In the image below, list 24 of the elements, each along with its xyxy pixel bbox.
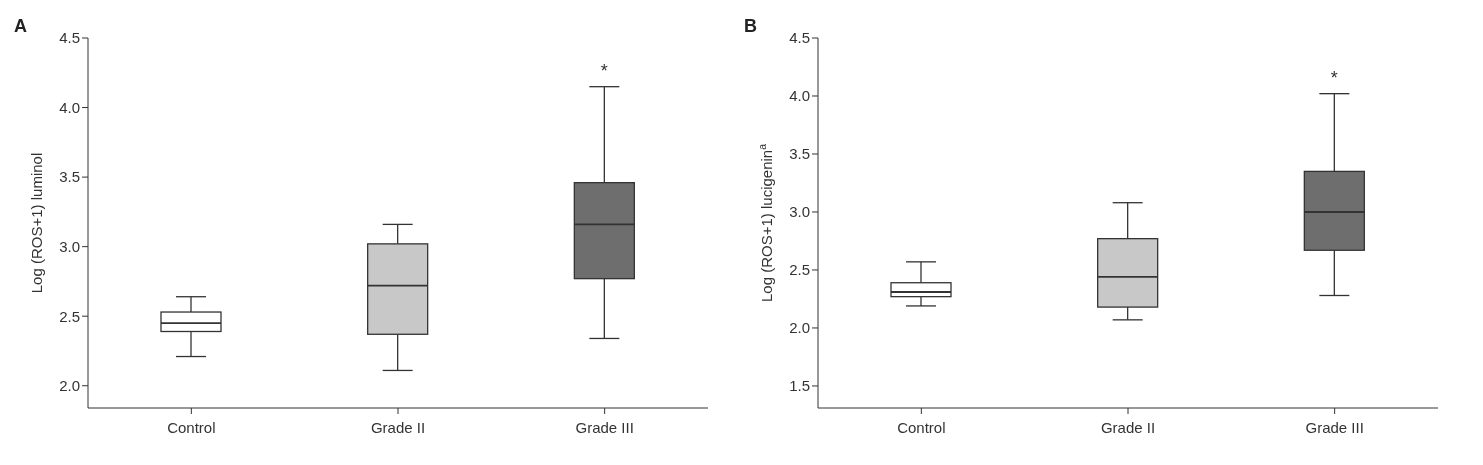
y-tick-label: 1.5: [789, 377, 810, 395]
y-tick-label: 2.0: [789, 319, 810, 337]
x-tick-label: Grade II: [370, 418, 426, 436]
y-tick-label: 2.5: [59, 307, 80, 325]
x-tick-label: Grade III: [1305, 418, 1364, 436]
y-tick-label: 4.5: [59, 29, 80, 47]
y-tick-label: 3.5: [59, 168, 80, 186]
y-tick-label: 4.5: [789, 29, 810, 47]
x-tick-label: Control: [167, 418, 216, 436]
y-tick-label: 2.5: [789, 261, 810, 279]
annotation: *: [600, 60, 608, 81]
x-tick-label: Control: [897, 418, 946, 436]
chart-title: B: [744, 16, 757, 37]
y-tick-label: 2.0: [59, 377, 80, 395]
y-tick-label: 3.0: [59, 237, 80, 255]
annotation: *: [1330, 67, 1338, 88]
y-tick-label: 3.0: [789, 203, 810, 221]
y-tick-label: 4.0: [59, 98, 80, 116]
y-tick-label: 4.0: [789, 87, 810, 105]
x-tick-label: Grade III: [575, 418, 634, 436]
x-tick-label: Grade II: [1100, 418, 1156, 436]
chart-title: A: [14, 16, 27, 37]
y-tick-label: 3.5: [789, 145, 810, 163]
y-axis-title: Log (ROS+1) luminol: [28, 152, 45, 294]
